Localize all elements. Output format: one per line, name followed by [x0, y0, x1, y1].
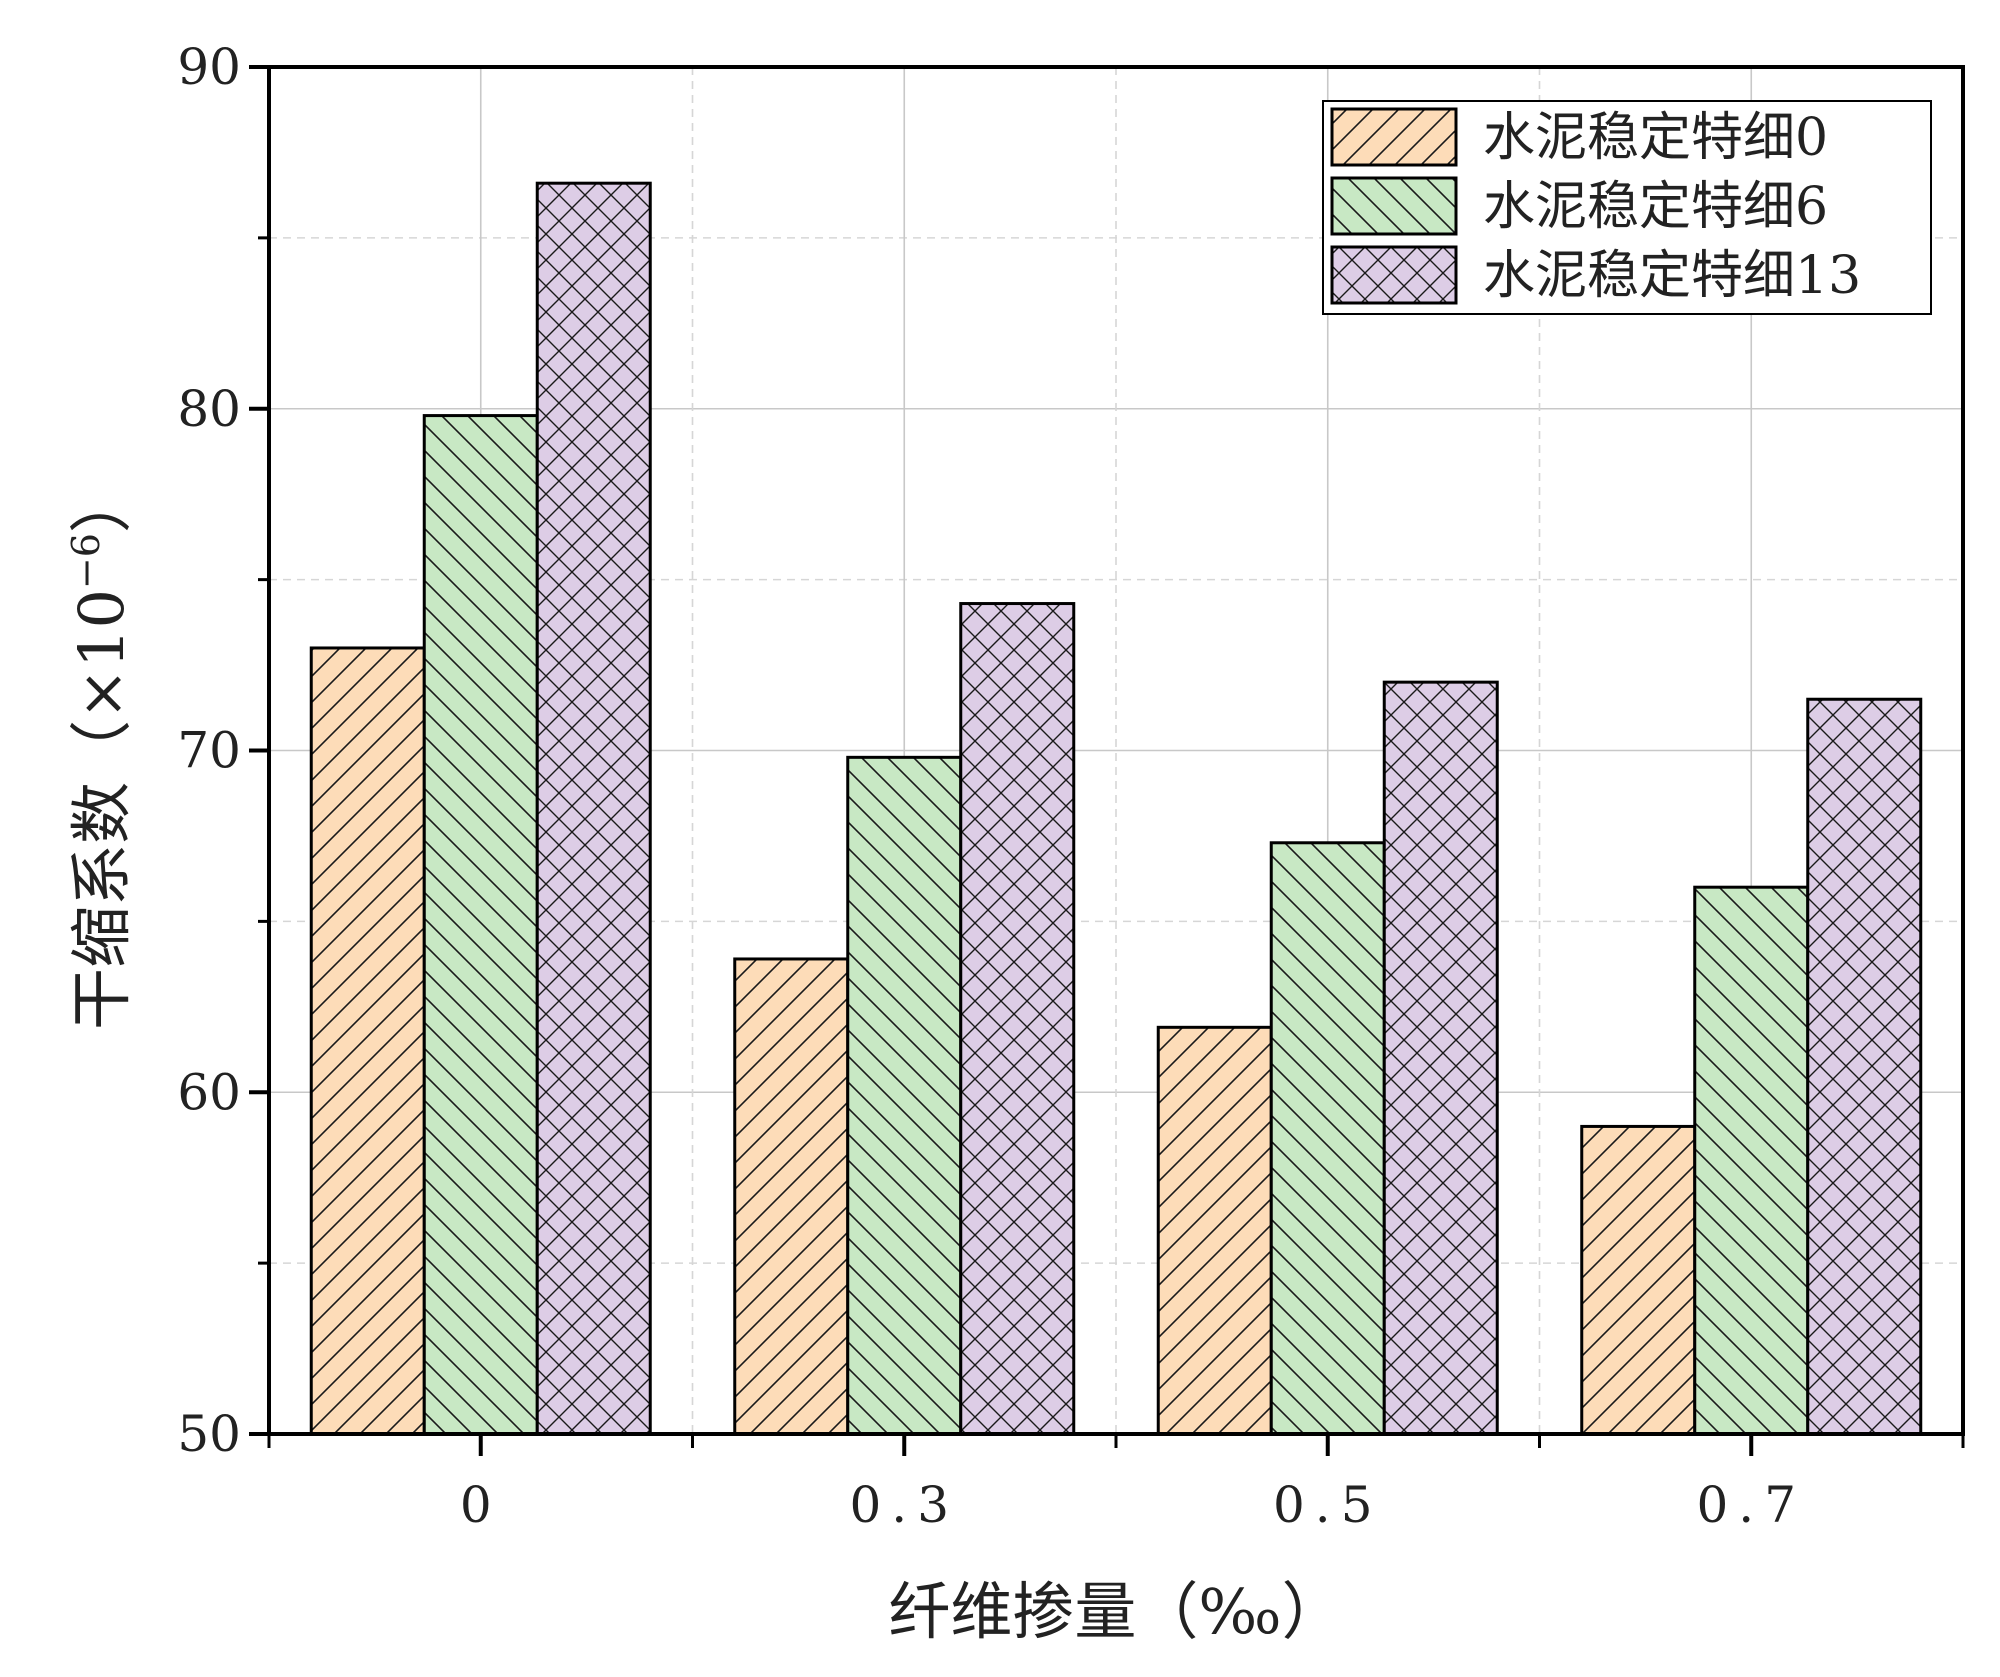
x-tick-label: 0.3 [849, 1476, 959, 1534]
y-tick-label: 90 [177, 38, 241, 96]
bar-1-0 [422, 414, 539, 1436]
bars [309, 181, 1923, 1436]
bar-0-1 [733, 957, 850, 1436]
y-tick-label: 80 [177, 380, 241, 438]
bar-0-3 [1580, 1124, 1697, 1436]
y-tick-label: 60 [177, 1063, 241, 1121]
x-tick-label: 0 [460, 1476, 502, 1534]
bar-0-2 [1156, 1025, 1273, 1436]
legend-label: 水泥稳定特细13 [1483, 246, 1861, 306]
x-axis-title: 纤维掺量（‰） [888, 1575, 1343, 1648]
bar-0-0 [309, 646, 426, 1436]
legend: 水泥稳定特细0 水泥稳定特细6 水泥稳定特细13 [1322, 100, 1932, 315]
legend-item-2: 水泥稳定特细13 [1330, 245, 1861, 306]
bar-2-1 [959, 602, 1076, 1436]
y-tick-label: 50 [177, 1405, 241, 1463]
bar-1-2 [1269, 841, 1386, 1436]
bar-2-0 [535, 181, 652, 1436]
x-tick-label: 0.5 [1273, 1476, 1383, 1534]
legend-label: 水泥稳定特细0 [1483, 108, 1828, 168]
x-tick-label: 0.7 [1696, 1476, 1806, 1534]
bar-2-3 [1806, 697, 1923, 1436]
legend-item-0: 水泥稳定特细0 [1330, 107, 1828, 168]
bar-1-3 [1693, 885, 1810, 1436]
legend-label: 水泥稳定特细6 [1483, 177, 1828, 237]
bar-1-1 [846, 755, 963, 1436]
axes: 50 60 70 80 90 0 0.3 0.5 0.7 [177, 38, 1965, 1534]
bar-2-2 [1382, 680, 1499, 1436]
y-axis-title: 干缩系数（×10−6） [64, 471, 138, 1030]
y-tick-label: 70 [177, 722, 241, 780]
legend-item-1: 水泥稳定特细6 [1330, 176, 1828, 237]
